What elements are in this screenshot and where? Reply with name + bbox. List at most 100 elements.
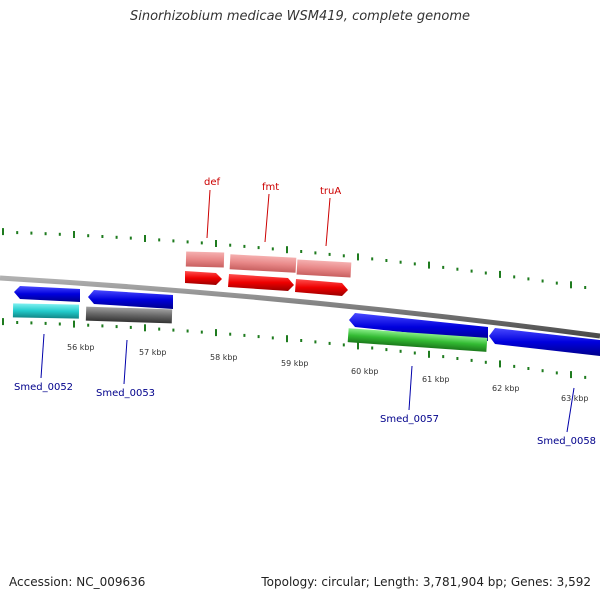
reverse-feature-row [12,303,488,352]
Smed-0052-leader-line [40,333,45,379]
scale-label-57kbp: 57 kbp [139,348,167,357]
cds-def-arrow[interactable] [185,271,222,285]
lower-ruler-minor-tick [584,375,587,379]
forward-cds-row [185,271,348,296]
upper-ruler-major-tick [215,240,217,247]
cds-Smed-0058-arrow[interactable] [489,328,600,356]
feature-Smed-0053-block[interactable] [85,306,173,324]
upper-ruler-minor-tick [44,232,47,236]
upper-ruler-minor-tick [314,251,317,255]
scale-label-60kbp: 60 kbp [351,367,379,376]
lower-ruler-minor-tick [30,321,33,325]
upper-ruler-minor-tick [300,250,303,253]
upper-ruler-minor-tick [16,231,19,235]
lower-ruler-minor-tick [470,358,473,362]
scale-label-61kbp: 61 kbp [422,375,450,384]
feature-truA-gene[interactable] [296,259,352,278]
lower-ruler-minor-tick [200,330,203,334]
genome-backbone [0,275,600,339]
lower-ruler-minor-tick [300,339,303,342]
def-leader-line [206,189,211,239]
upper-ruler-minor-tick [101,235,104,238]
upper-ruler-minor-tick [371,257,374,261]
genome-summary-text: Topology: circular; Length: 3,781,904 bp… [261,575,591,589]
gene-label-Smed-0058[interactable]: Smed_0058 [537,436,596,447]
cds-Smed-0053-arrow[interactable] [88,290,173,309]
upper-ruler-minor-tick [158,238,161,242]
upper-ruler-minor-tick [584,286,587,289]
lower-ruler-minor-tick [229,332,232,336]
gene-label-truA[interactable]: truA [320,186,341,197]
fmt-leader-line [264,193,270,243]
cds-truA-arrow[interactable] [295,279,348,296]
upper-ruler-minor-tick [456,267,459,271]
upper-ruler-minor-tick [172,239,175,243]
upper-ruler-minor-tick [229,243,232,247]
lower-ruler-major-tick [286,335,288,343]
lower-ruler-minor-tick [129,325,132,329]
cds-Smed-0052-arrow[interactable] [14,286,80,302]
lower-ruler-major-tick [357,342,359,350]
lower-ruler-minor-tick [158,327,161,331]
lower-ruler-minor-tick [442,355,445,359]
lower-ruler-minor-tick [115,325,118,329]
upper-ruler-minor-tick [129,236,132,240]
lower-ruler-major-tick [215,329,217,337]
upper-ruler-minor-tick [555,281,558,285]
lower-ruler-minor-tick [456,357,459,360]
lower-ruler-minor-tick [399,349,402,353]
upper-ruler-minor-tick [442,265,445,269]
cds-fmt-arrow[interactable] [228,274,294,291]
gene-label-Smed-0052[interactable]: Smed_0052 [14,382,73,393]
Smed-0053-leader-line [123,339,128,385]
lower-ruler-major-tick [428,350,430,358]
upper-ruler-minor-tick [243,244,246,248]
lower-ruler-minor-tick [44,321,47,325]
feature-Smed-0052-block[interactable] [12,303,80,319]
feature-def-gene[interactable] [185,251,225,268]
Smed-0057-leader-line [408,365,413,411]
map-title: Sinorhizobium medicae WSM419, complete g… [129,9,471,24]
scale-label-62kbp: 62 kbp [492,384,520,393]
lower-ruler-minor-tick [527,367,530,370]
upper-ruler-major-tick [499,270,501,278]
upper-ruler-minor-tick [484,271,487,275]
upper-ruler-minor-tick [399,260,402,264]
reverse-cds-row [14,286,600,356]
lower-ruler-minor-tick [101,324,104,328]
lower-ruler-major-tick [499,360,501,368]
lower-ruler-major-tick [144,324,146,332]
lower-ruler-minor-tick [257,335,260,339]
lower-ruler-minor-tick [186,329,189,333]
upper-ruler-minor-tick [527,277,530,281]
upper-ruler-minor-tick [115,235,118,239]
upper-tick-ruler [2,228,587,289]
upper-ruler-minor-tick [385,259,388,262]
gene-label-Smed-0057[interactable]: Smed_0057 [380,414,439,425]
upper-ruler-major-tick [286,246,288,254]
upper-ruler-minor-tick [470,269,473,273]
upper-ruler-major-tick [73,231,75,238]
upper-ruler-minor-tick [413,262,416,266]
lower-ruler-minor-tick [314,340,317,344]
forward-label-leaders [206,189,331,247]
reverse-label-leaders [40,333,575,433]
lower-ruler-minor-tick [342,343,345,347]
gene-label-Smed-0053[interactable]: Smed_0053 [96,388,155,399]
feature-fmt-gene[interactable] [229,254,297,273]
gene-label-fmt[interactable]: fmt [262,182,279,193]
lower-ruler-minor-tick [16,321,19,324]
lower-ruler-minor-tick [87,323,90,327]
gene-label-def[interactable]: def [204,177,221,188]
accession-text: Accession: NC_009636 [9,575,146,589]
lower-ruler-minor-tick [413,351,416,355]
lower-ruler-minor-tick [555,371,558,375]
lower-ruler-major-tick [73,320,75,328]
upper-ruler-minor-tick [257,246,260,250]
upper-ruler-minor-tick [342,254,345,258]
lower-ruler-minor-tick [271,336,274,340]
lower-ruler-minor-tick [243,333,246,337]
feature-Smed-0057-block[interactable] [347,328,488,352]
upper-ruler-major-tick [357,253,359,261]
cds-Smed-0057-arrow[interactable] [349,313,488,341]
